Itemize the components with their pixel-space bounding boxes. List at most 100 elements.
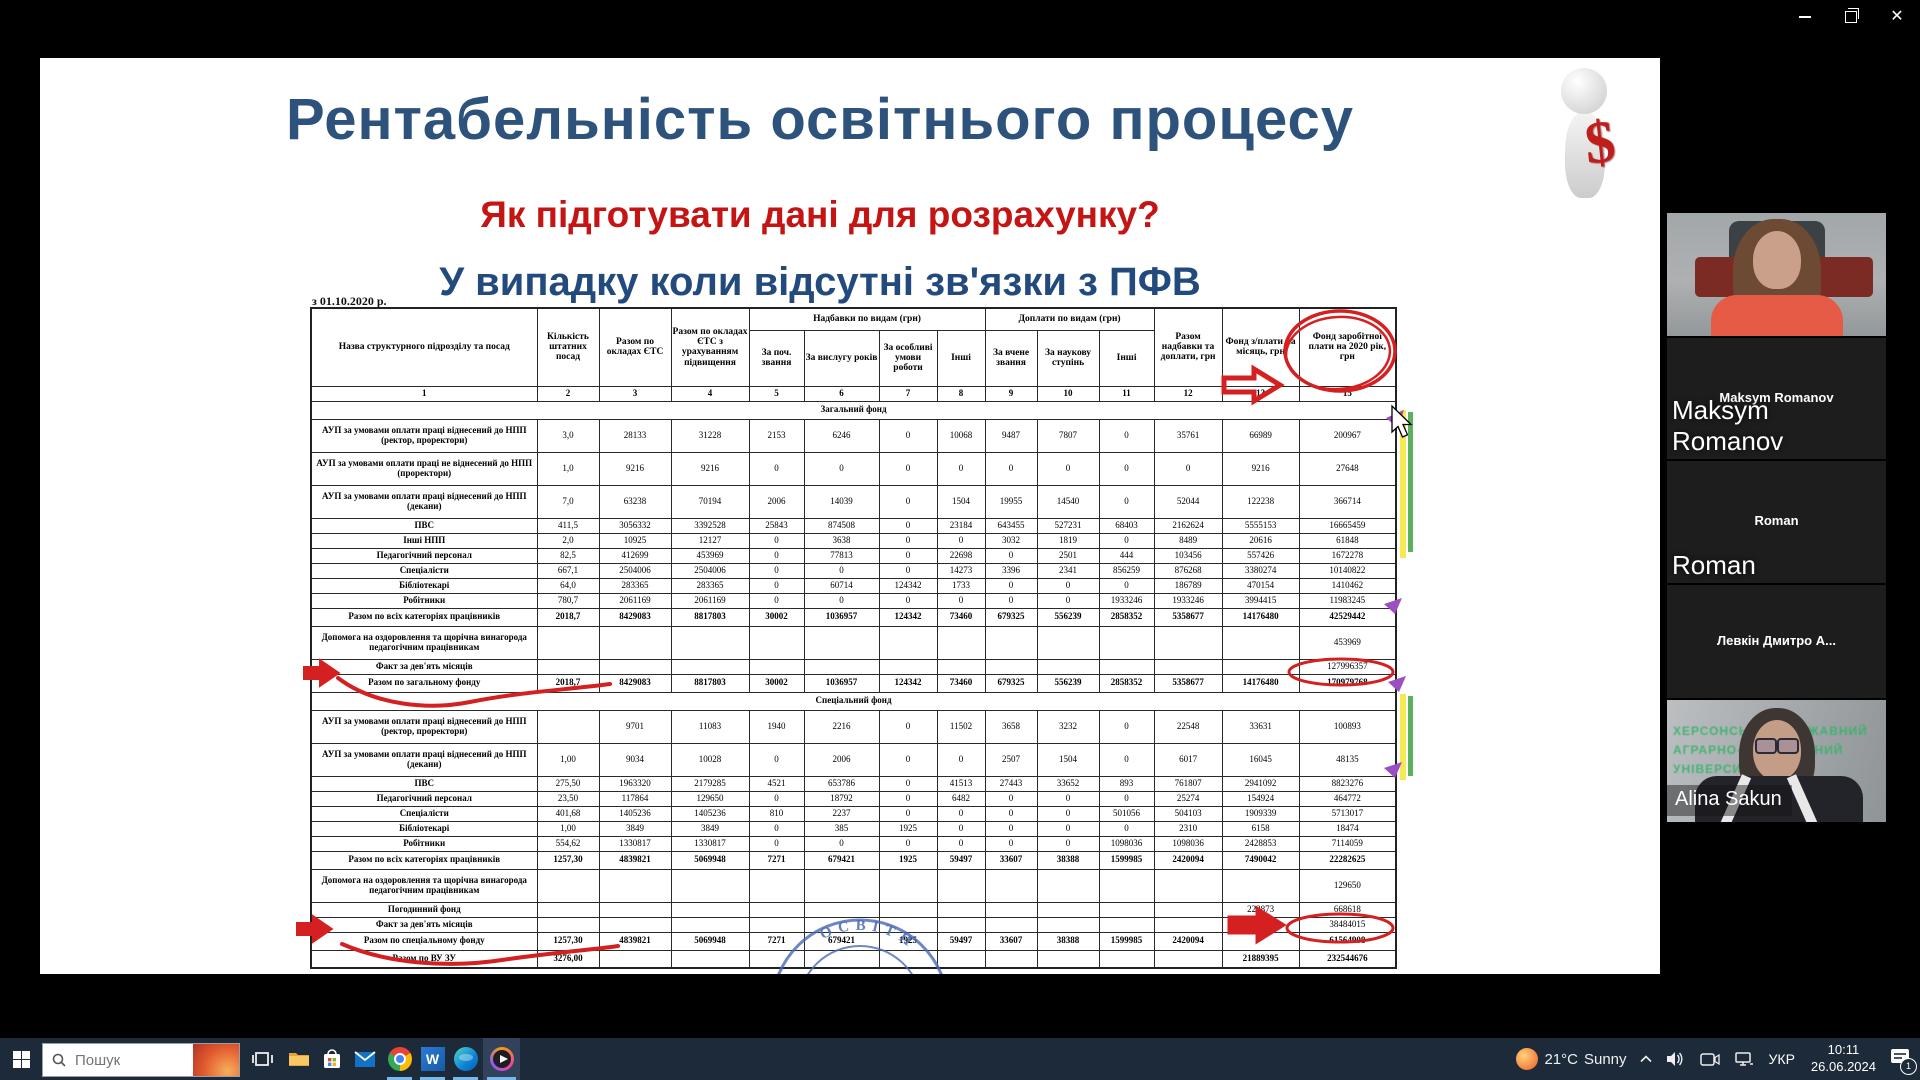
window-title-bar: ✕ (0, 0, 1920, 34)
glasses-icon (1755, 738, 1799, 754)
table-cell: 10068 (936, 418, 986, 453)
row-label: Бібліотекарі (310, 577, 538, 594)
table-cell: 780,7 (536, 592, 600, 609)
clock-date: 26.06.2024 (1810, 1059, 1876, 1074)
table-date-note: з 01.10.2020 р. (312, 294, 387, 308)
table-cell: 0 (984, 451, 1038, 486)
media-player-button[interactable] (483, 1038, 520, 1080)
table-cell (536, 658, 600, 675)
mail-button[interactable] (348, 1038, 381, 1080)
th-total-allowances: Разом надбавки та доплати, грн (1153, 307, 1223, 387)
row-label: Педагогічний персонал (310, 547, 538, 564)
table-cell: 0 (803, 562, 880, 579)
table-cell: 0 (984, 820, 1038, 837)
edge-button[interactable] (449, 1038, 482, 1080)
table-cell (536, 709, 600, 744)
table-cell: 1036957 (803, 607, 880, 627)
table-cell: 0 (803, 451, 880, 486)
table-cell: 2216 (803, 709, 880, 744)
row-label: Разом по всіх категоріях працівників (310, 850, 538, 870)
table-cell: 5713017 (1298, 805, 1397, 822)
participant-tile-maksym[interactable]: Maksym Romanov Maksym Romanov (1667, 338, 1886, 459)
word-button[interactable]: W (416, 1038, 449, 1080)
table-cell: 7,0 (536, 484, 600, 519)
table-cell: 10028 (670, 742, 750, 777)
table-cell: 0 (878, 547, 938, 564)
table-cell: 2006 (748, 484, 805, 519)
chrome-button[interactable] (383, 1038, 416, 1080)
table-cell: 2341 (1036, 562, 1100, 579)
participant-tile-roman[interactable]: Roman Roman (1667, 461, 1886, 583)
language-indicator[interactable]: УКР (1768, 1051, 1795, 1067)
search-input[interactable] (73, 1050, 193, 1070)
network-button[interactable] (1734, 1051, 1754, 1067)
file-explorer-button[interactable] (282, 1038, 315, 1080)
th-allowance-special: За особливі умови роботи (878, 329, 938, 387)
hidden-icons-button[interactable] (1639, 1055, 1652, 1063)
table-cell: 2237 (803, 805, 880, 822)
table-row: Педагогічний персонал 23,50 117864 129650 0 1… (310, 790, 1397, 807)
table-cell (984, 949, 1038, 969)
table-cell: 3638 (803, 532, 880, 549)
participant-tile-levkin[interactable]: Левкін Дмитро А... (1667, 585, 1886, 698)
weather-condition[interactable]: Sunny (1583, 1050, 1627, 1068)
table-cell: 0 (878, 592, 938, 609)
close-button[interactable]: ✕ (1874, 0, 1920, 34)
table-cell: 3380274 (1221, 562, 1300, 579)
table-cell: 668618 (1298, 901, 1397, 918)
video-tile-1[interactable] (1667, 213, 1886, 336)
minimize-icon (1799, 16, 1811, 18)
video-tile-alina[interactable]: ХЕРСОНСЬКИЙ ДЕРЖАВНИЙ АГРАРНО-ЕКОНОМІЧНИ… (1667, 700, 1886, 822)
table-cell: 186789 (1153, 577, 1223, 594)
table-row: Бібліотекарі 1,00 3849 3849 0 385 1925 0 0 0 0 2310… (310, 820, 1397, 837)
table-cell: 2018,7 (536, 673, 600, 693)
table-cell: 0 (748, 547, 805, 564)
restore-button[interactable] (1828, 0, 1874, 34)
chevron-up-icon (1639, 1055, 1652, 1063)
table-cell: 1819 (1036, 532, 1100, 549)
table-cell: 0 (1098, 451, 1155, 486)
table-cell: 33631 (1221, 709, 1300, 744)
table-row: Педагогічний персонал 82,5 412699 453969 0 77… (310, 547, 1397, 564)
table-cell: 2420094 (1153, 931, 1223, 951)
dollar-figurine-image: $ (1537, 68, 1647, 218)
table-cell: 0 (1036, 790, 1100, 807)
table-cell: 0 (748, 835, 805, 852)
table-row: Разом по спеціальному фонду 1257,30 483982… (310, 931, 1397, 951)
table-cell: 4839821 (598, 931, 672, 951)
table-cell (670, 949, 750, 969)
table-cell: 2,0 (536, 532, 600, 549)
action-center-button[interactable]: 1 (1890, 1048, 1917, 1075)
column-number: 8 (936, 385, 986, 402)
table-row: Інші НПП 2,0 10925 12127 0 3638 0 0 3032 1819 0 848… (310, 532, 1397, 549)
table-cell: 9487 (984, 418, 1038, 453)
taskbar-clock[interactable]: 10:11 26.06.2024 (1811, 1042, 1876, 1076)
row-label: Разом по всіх категоріях працівників (310, 607, 538, 627)
weather-temp[interactable]: 21°C (1544, 1050, 1578, 1068)
volume-button[interactable] (1666, 1051, 1686, 1067)
word-icon: W (420, 1047, 445, 1071)
table-cell: 0 (748, 790, 805, 807)
minimize-button[interactable] (1782, 0, 1828, 34)
table-cell: 1098036 (1098, 835, 1155, 852)
table-cell: 14176480 (1221, 673, 1300, 693)
table-cell: 1733 (936, 577, 986, 594)
row-label: Робітники (310, 592, 538, 609)
start-button[interactable] (0, 1038, 42, 1080)
task-view-button[interactable] (246, 1038, 279, 1080)
row-label: Разом по ВУ ЗУ (310, 949, 538, 969)
meet-now-button[interactable] (1699, 1052, 1720, 1067)
participants-sidebar: Maksym Romanov Maksym Romanov Roman Roma… (1667, 213, 1886, 873)
table-cell (598, 916, 672, 933)
table-cell: 2941092 (1221, 775, 1300, 792)
table-cell: 68403 (1098, 517, 1155, 534)
table-cell: 3849 (670, 820, 750, 837)
table-cell: 2061169 (598, 592, 672, 609)
column-number: 13 (1221, 385, 1300, 402)
table-cell (803, 868, 880, 903)
table-cell (803, 901, 880, 918)
microsoft-store-button[interactable] (315, 1038, 348, 1080)
table-cell: 679421 (803, 931, 880, 951)
taskbar-search-box[interactable] (42, 1043, 240, 1077)
table-cell: 3658 (984, 709, 1038, 744)
